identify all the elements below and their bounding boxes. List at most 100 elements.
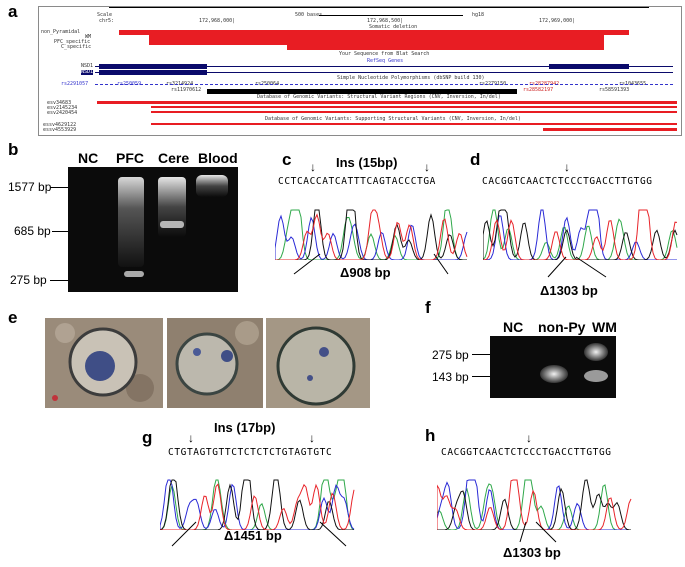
browser-top-rule (109, 7, 649, 8)
refseq-title: RefSeq Genes (367, 58, 404, 64)
chromatogram-trace (483, 209, 678, 260)
chromatogram-trace (483, 209, 678, 260)
marker-label-685: 685 bp (14, 224, 51, 238)
deletion-bar-c (287, 45, 604, 50)
chromatogram-trace (160, 479, 354, 530)
micrograph-3 (266, 318, 370, 408)
gene-exon-1a (99, 64, 207, 69)
sequence-g: CTGTAGTGTTCTCTCTCTGTAGTGTC (168, 447, 333, 458)
wm-band-143 (584, 370, 608, 382)
variant-label: esv2420454 (47, 110, 78, 116)
track-label-c-specific: C_specific (61, 44, 92, 50)
deletion-lines-d (547, 256, 607, 278)
chromatogram-trace (437, 479, 632, 530)
chromatogram-trace (275, 209, 468, 260)
panel-b-label: b (8, 140, 19, 159)
lane-label-wm: WM (592, 319, 617, 335)
arrow-down-icon: ↓ (564, 160, 570, 174)
chromatogram-trace (160, 483, 355, 530)
micrograph-1 (45, 318, 163, 408)
deletion-label-h: Δ1303 bp (503, 545, 561, 560)
chromatogram-trace (160, 479, 355, 530)
cere-band-685 (160, 221, 184, 228)
panel-d-label: d (470, 150, 481, 169)
panel-f-label: f (425, 298, 431, 317)
snp-label: rs28582197 (523, 87, 554, 93)
dgv-title-2: Database of Genomic Variants: Supporting… (265, 116, 521, 122)
assembly-label: hg18 (472, 12, 485, 18)
pfc-band-275 (124, 271, 144, 277)
blat-title: Your Sequence from Blat Search (339, 51, 430, 57)
sequence-h: CACGGTCAACTCTCCCTGACCTTGTGG (441, 447, 612, 458)
chromatogram-c (275, 209, 468, 260)
gene-exon-2a (99, 70, 207, 75)
lane-label-blood: Blood (198, 150, 238, 166)
chromatogram-trace (483, 209, 677, 260)
genome-browser-panel: Scale chr5: 500 bases hg18 172,968,000| … (38, 6, 682, 136)
chromatogram-trace (160, 479, 355, 530)
variant-label: esv34683 (47, 100, 72, 106)
arrow-down-icon: ↓ (309, 431, 315, 445)
panel-a-label: a (8, 2, 18, 21)
lane-label-nc: NC (503, 319, 524, 335)
lane-label-cere: Cere (158, 150, 190, 166)
scale-text: 500 bases (295, 12, 323, 18)
wm-band-275 (584, 343, 608, 361)
arrow-down-icon: ↓ (526, 431, 532, 445)
gel-image-f (490, 336, 616, 398)
marker-label-275: 275 bp (10, 273, 47, 287)
deletion-label-c: Δ908 bp (340, 265, 391, 280)
lane-label-non-py: non-Py (538, 319, 586, 335)
gel-image-b (68, 167, 238, 292)
deletion-lines-c (293, 253, 449, 275)
marker-tick-143 (472, 376, 490, 377)
snp-black-bar (207, 89, 517, 94)
chromatogram-h (437, 479, 632, 530)
panel-h-label: h (425, 426, 436, 445)
panel-c-label: c (282, 150, 292, 169)
sequence-c: CCTCACCATCATTTCAGTACCCTGA (278, 176, 436, 187)
scale-bar (319, 15, 463, 16)
variant-bar-2 (151, 106, 677, 108)
sequence-d: CACGGTCAACTCTCCCTGACCTTGTGG (482, 176, 653, 187)
arrow-down-icon: ↓ (310, 160, 316, 174)
gene-line-2 (95, 72, 673, 73)
dgv-title-1: Database of Genomic Variants: Structural… (257, 94, 501, 100)
deletion-bar-non-pyramidal (119, 30, 629, 35)
deletion-bar-pfc (149, 40, 604, 45)
marker-tick-275 (50, 280, 68, 281)
deletion-lines-g (171, 521, 347, 547)
deletion-label-g: Δ1451 bp (224, 528, 282, 543)
position-2: 172,968,500| (367, 18, 404, 24)
somatic-deletion-title: Somatic deletion (369, 24, 418, 30)
arrow-down-icon: ↓ (188, 431, 194, 445)
snp-title: Simple Nucleotide Polymorphisms (dbSNP b… (337, 75, 485, 81)
marker-label-1577: 1577 bp (8, 180, 52, 194)
snp-label: rs58591393 (599, 87, 630, 93)
non-py-band-143 (540, 365, 568, 383)
deletion-bar-wm (149, 35, 604, 40)
blood-band-1577 (196, 175, 228, 197)
gene-label-1: NSD1 (81, 63, 94, 69)
position-3: 172,969,000| (539, 18, 576, 24)
variant-label: esv2145234 (47, 105, 78, 111)
variant-bar-1 (97, 101, 677, 104)
lane-label-pfc: PFC (116, 150, 144, 166)
deletion-label-d: Δ1303 bp (540, 283, 598, 298)
marker-tick-275 (472, 354, 490, 355)
lane-label-nc: NC (78, 150, 99, 166)
micrograph-2 (167, 318, 263, 408)
pfc-smear (118, 177, 144, 267)
arrow-down-icon: ↓ (424, 160, 430, 174)
marker-tick-1577 (50, 187, 68, 188)
snp-track-line (95, 84, 673, 85)
gene-exon-1b (549, 64, 629, 69)
chrom-label: chr5: (99, 18, 115, 24)
track-label-non-pyramidal: non_Pyramidal (41, 29, 81, 35)
panel-e-label: e (8, 308, 18, 327)
marker-label-275: 275 bp (432, 348, 469, 362)
insertion-label-c: Ins (15bp) (336, 155, 398, 170)
chromatogram-g (160, 479, 355, 530)
scale-label: Scale (97, 12, 113, 18)
track-label-wm: WM (85, 34, 92, 40)
